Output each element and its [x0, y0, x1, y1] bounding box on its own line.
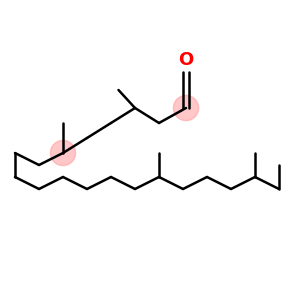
Circle shape: [173, 95, 199, 121]
Text: O: O: [178, 51, 194, 69]
Circle shape: [50, 140, 76, 166]
